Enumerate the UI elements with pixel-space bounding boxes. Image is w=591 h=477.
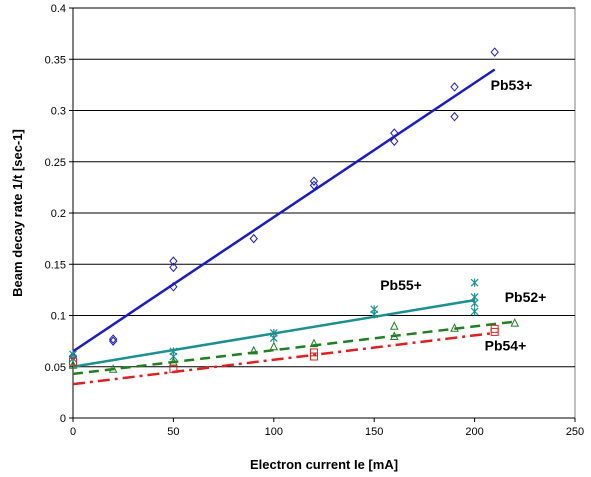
data-point-pb52plus — [108, 364, 118, 373]
data-point-pb54plus — [490, 327, 499, 336]
data-point-pb53plus — [169, 256, 178, 266]
x-tick-label: 50 — [167, 426, 179, 438]
trend-line-pb53plus — [72, 68, 496, 353]
y-axis-title: Beam decay rate 1/t [sec-1] — [10, 129, 25, 297]
data-point-pb53plus — [169, 262, 178, 273]
x-axis-title: Electron current Ie [mA] — [250, 457, 398, 472]
data-point-pb53plus — [108, 334, 118, 344]
y-tick-label: 0.3 — [51, 106, 66, 118]
data-point-pb53plus — [249, 233, 258, 244]
y-tick-label: 0.2 — [51, 208, 66, 220]
trend-line-pb54plus — [72, 331, 495, 386]
x-tick-label: 100 — [265, 426, 283, 438]
x-tick-label: 150 — [365, 426, 383, 438]
data-point-pb55plus — [370, 310, 379, 319]
data-point-pb52plus — [309, 338, 319, 348]
data-point-pb55plus — [470, 299, 479, 308]
y-tick-label: 0.25 — [45, 157, 66, 169]
y-tick-label: 0.1 — [51, 311, 66, 323]
data-point-pb52plus — [389, 321, 399, 330]
data-point-pb55plus — [470, 278, 479, 287]
data-point-pb53plus — [309, 180, 319, 191]
series-label-pb52plus: Pb52+ — [505, 289, 547, 305]
series-label-pb53plus: Pb53+ — [491, 77, 533, 93]
series-labels: Pb53+ Pb55+ Pb52+ Pb54+ — [380, 77, 546, 353]
data-point-pb54plus — [309, 352, 318, 361]
axes — [69, 7, 576, 422]
trend-line-pb52plus — [72, 320, 515, 376]
data-point-pb55plus — [470, 307, 479, 316]
data-point-pb55plus — [269, 334, 278, 343]
data-point-pb53plus — [390, 136, 399, 147]
grid-lines — [73, 7, 575, 368]
series-label-pb55plus: Pb55+ — [380, 277, 422, 293]
data-point-pb52plus — [510, 318, 520, 327]
x-tick-label: 0 — [70, 426, 76, 438]
data-point-pb53plus — [450, 111, 459, 122]
data-point-pb52plus — [389, 331, 399, 340]
data-point-pb52plus — [249, 345, 259, 355]
data-point-pb53plus — [309, 176, 319, 186]
y-tick-label: 0.05 — [45, 362, 66, 374]
y-tick-label: 0.35 — [45, 54, 66, 66]
y-tick-label: 0.4 — [51, 3, 66, 15]
data-point-pb53plus — [169, 282, 178, 292]
data-point-pb54plus — [69, 357, 77, 366]
x-tick-label: 250 — [566, 426, 584, 438]
data-points — [68, 47, 520, 373]
x-tick-label: 200 — [465, 426, 483, 438]
data-point-pb53plus — [450, 82, 459, 92]
data-point-pb54plus — [309, 348, 318, 357]
tick-labels: 0 0.05 0.1 0.15 0.2 0.25 0.3 0.35 0.4 0 50 100 150 20… — [45, 3, 585, 438]
data-point-pb54plus — [169, 364, 178, 373]
data-point-pb52plus — [450, 323, 459, 332]
y-tick-label: 0 — [60, 413, 66, 425]
data-point-pb53plus — [490, 47, 499, 57]
y-tick-label: 0.15 — [45, 259, 66, 271]
data-point-pb52plus — [269, 341, 279, 351]
series-label-pb54plus: Pb54+ — [485, 337, 527, 353]
